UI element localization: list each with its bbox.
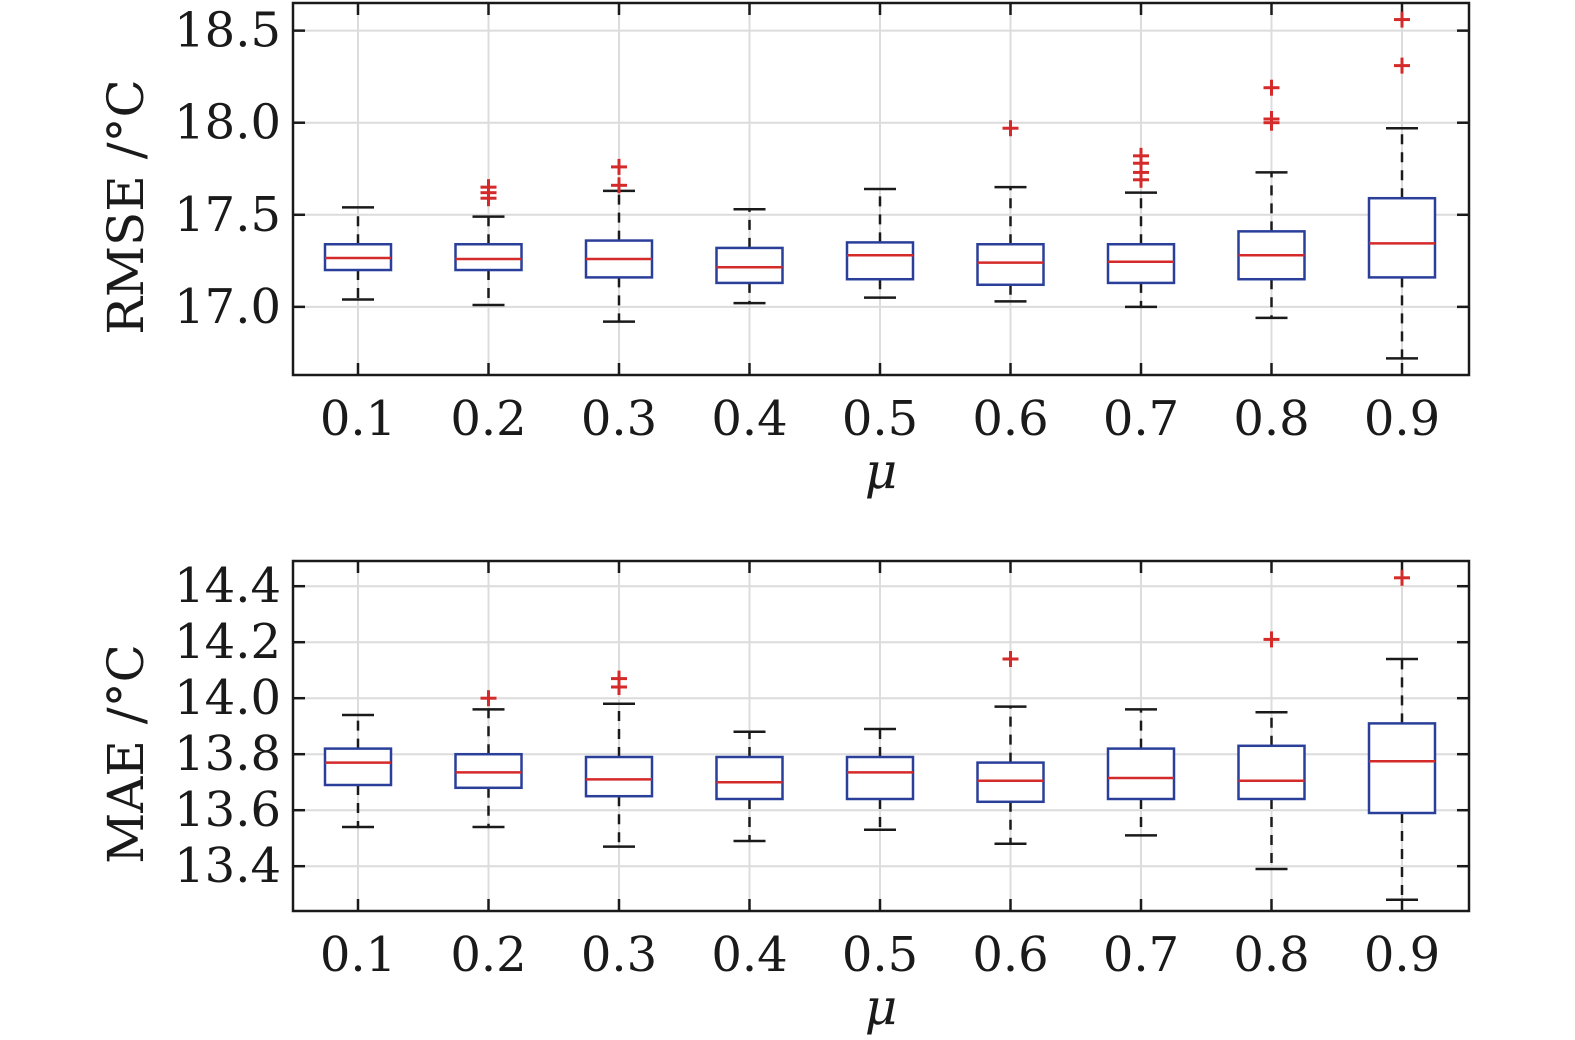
iqr-box <box>845 241 915 281</box>
box-0.5 <box>845 727 915 832</box>
outlier-marker <box>1002 120 1019 137</box>
x-tick-label: 0.5 <box>842 927 918 983</box>
outlier-marker <box>1002 651 1019 667</box>
box-0.4 <box>715 208 784 305</box>
chart-panel-1: 0.1 0.2 0.3 0.4 0.5 0.6 0.7 0.8 0.9 17.0 17.5 18.0 1… <box>97 1 1471 500</box>
x-tick-label: 0.1 <box>320 391 396 447</box>
iqr-box <box>845 755 915 801</box>
outlier-marker <box>1394 569 1410 586</box>
x-tick-label: 0.6 <box>972 391 1048 447</box>
outlier-marker <box>611 177 627 194</box>
y-axis-label: MAE /°C <box>97 644 155 864</box>
outlier-marker <box>480 179 497 196</box>
outlier-marker <box>1133 147 1149 164</box>
y-tick-label: 18.5 <box>174 3 281 59</box>
x-tick-label: 0.5 <box>842 391 918 447</box>
y-tick-label: 14.0 <box>174 670 281 726</box>
box-0.5 <box>845 187 915 299</box>
x-tick-label: 0.7 <box>1103 391 1179 447</box>
iqr-box <box>1106 747 1176 801</box>
x-tick-label: 0.2 <box>450 391 526 447</box>
y-tick-label: 13.8 <box>174 726 281 782</box>
outlier-marker <box>611 158 627 175</box>
box-0.8 <box>1237 79 1306 320</box>
x-tick-label: 0.9 <box>1364 927 1440 983</box>
iqr-box <box>715 246 784 285</box>
iqr-box <box>454 752 523 790</box>
x-tick-label: 0.9 <box>1364 391 1440 447</box>
y-tick-label: 14.2 <box>174 614 281 670</box>
box-0.2 <box>454 179 523 307</box>
box-0.8 <box>1237 631 1306 871</box>
y-tick-label: 14.4 <box>174 558 281 614</box>
chart-panel-2: 0.1 0.2 0.3 0.4 0.5 0.6 0.7 0.8 0.913.413.613.81… <box>97 558 1471 1036</box>
iqr-box <box>323 747 393 787</box>
x-tick-label: 0.1 <box>320 927 396 983</box>
outlier-marker <box>1394 57 1410 74</box>
box-0.4 <box>715 730 784 843</box>
x-axis-label: μ <box>865 442 898 500</box>
box-0.6 <box>976 651 1045 846</box>
x-tick-label: 0.4 <box>711 927 787 983</box>
box-0.3 <box>584 158 654 323</box>
iqr-box <box>1367 722 1437 815</box>
x-tick-label: 0.6 <box>972 927 1048 983</box>
box-0.1 <box>323 206 393 301</box>
y-tick-label: 17.5 <box>174 187 281 243</box>
iqr-box <box>1367 196 1437 279</box>
box-0.9 <box>1367 11 1437 360</box>
x-axis-label: μ <box>865 978 898 1036</box>
outlier-marker <box>1394 11 1410 28</box>
iqr-box <box>715 755 784 801</box>
box-0.9 <box>1367 569 1437 902</box>
x-tick-label: 0.8 <box>1233 927 1309 983</box>
x-tick-label: 0.3 <box>581 927 657 983</box>
box-0.7 <box>1106 708 1176 837</box>
outlier-marker <box>1263 111 1280 128</box>
outlier-marker <box>480 690 497 707</box>
iqr-box <box>976 242 1045 287</box>
box-0.1 <box>323 713 393 829</box>
iqr-box <box>1237 744 1306 801</box>
box-0.2 <box>454 690 523 829</box>
outlier-marker <box>1263 79 1280 96</box>
y-tick-label: 13.4 <box>174 838 281 894</box>
iqr-box <box>976 761 1045 804</box>
box-0.7 <box>1106 147 1176 309</box>
x-tick-label: 0.8 <box>1233 391 1309 447</box>
y-axis-label: RMSE /°C <box>97 79 155 335</box>
x-tick-label: 0.3 <box>581 391 657 447</box>
x-tick-label: 0.4 <box>711 391 787 447</box>
box-0.3 <box>584 670 654 848</box>
iqr-box <box>454 242 523 272</box>
outlier-marker <box>611 670 627 687</box>
outlier-marker <box>1263 631 1280 648</box>
x-tick-label: 0.2 <box>450 927 526 983</box>
box-0.6 <box>976 120 1045 303</box>
iqr-box <box>1106 242 1176 285</box>
x-tick-label: 0.7 <box>1103 927 1179 983</box>
y-tick-label: 17.0 <box>174 279 281 335</box>
y-tick-label: 13.6 <box>174 782 281 838</box>
y-tick-label: 18.0 <box>174 95 281 151</box>
iqr-box <box>584 755 654 798</box>
